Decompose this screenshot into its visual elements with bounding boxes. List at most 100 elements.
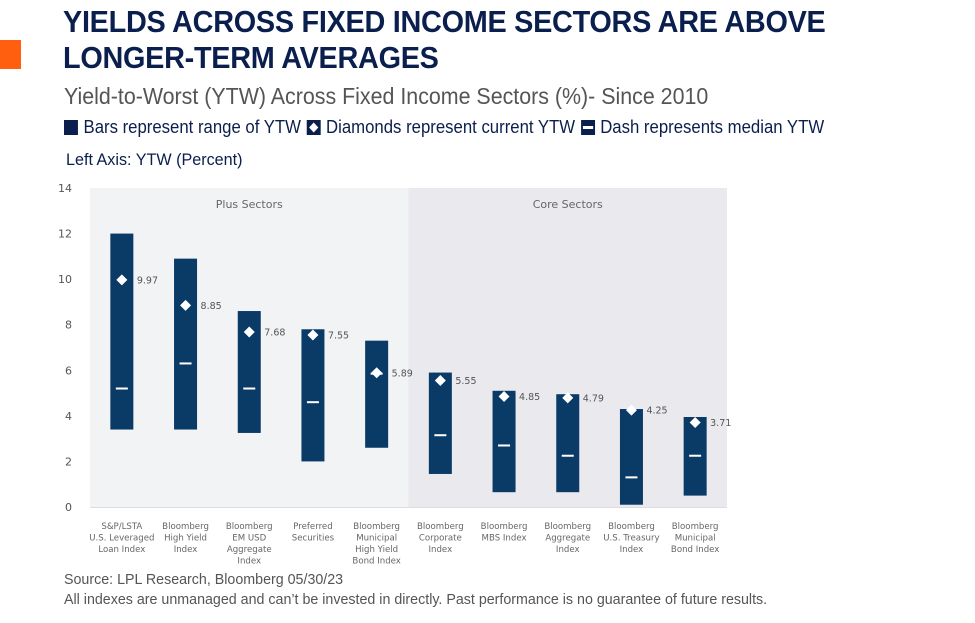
y-tick-label: 4	[65, 410, 72, 423]
dash-icon	[580, 120, 595, 135]
category-label: Bloomberg High Yield Index	[162, 522, 209, 555]
category-label-line: Bloomberg	[608, 522, 655, 532]
category-label-line: Bloomberg	[481, 522, 528, 532]
legend-item-current: Diamonds represent current YTW	[306, 117, 576, 138]
current-value-label: 9.97	[137, 275, 158, 286]
category-label-line: Aggregate	[545, 534, 590, 544]
legend-item-range: Bars represent range of YTW	[64, 117, 301, 138]
category-label-line: S&P/LSTA	[101, 522, 142, 532]
category-label-line: Aggregate	[227, 545, 272, 555]
current-diamond	[562, 392, 574, 404]
category-label-line: Securities	[292, 534, 335, 544]
diamond-icon	[306, 120, 321, 135]
title-line-1: YIELDS ACROSS FIXED INCOME SECTORS ARE A…	[63, 4, 826, 39]
y-tick-label: 0	[65, 501, 72, 514]
median-dash	[434, 434, 447, 437]
range-bar	[492, 390, 516, 493]
current-diamond	[434, 375, 446, 387]
legend-label-current: Diamonds represent current YTW	[326, 117, 576, 137]
current-value-label: 8.85	[201, 301, 222, 312]
y-tick-label: 2	[65, 455, 72, 468]
category-label-line: Bloomberg	[417, 522, 464, 532]
range-bar	[619, 409, 643, 505]
category-label: Bloomberg MBS Index	[481, 522, 528, 544]
category-label-line: Bond Index	[352, 557, 400, 567]
category-label-line: Loan Index	[98, 545, 145, 555]
category-label-line: Bond Index	[671, 545, 719, 555]
current-value-label: 5.55	[455, 376, 476, 387]
category-label-line: Municipal	[356, 534, 397, 544]
median-dash	[306, 401, 319, 404]
category-label: Bloomberg U.S. Treasury Index	[603, 522, 659, 555]
category-label-line: EM USD	[232, 534, 266, 544]
category-label: Bloomberg EM USD Aggregate Index	[226, 522, 273, 567]
category-label-line: Bloomberg	[353, 522, 400, 532]
category-label-line: Bloomberg	[226, 522, 273, 532]
category-label-line: Index	[237, 557, 261, 567]
category-label: Bloomberg Corporate Index	[417, 522, 464, 555]
legend: Bars represent range of YTW Diamonds rep…	[64, 117, 830, 138]
disclaimer: All indexes are unmanaged and can’t be i…	[64, 591, 768, 608]
page-title: YIELDS ACROSS FIXED INCOME SECTORS ARE A…	[63, 4, 826, 76]
category-label-line: Index	[620, 545, 644, 555]
category-label-line: Corporate	[419, 534, 462, 544]
y-tick-label: 10	[58, 273, 72, 286]
category-label: S&P/LSTA U.S. Leveraged Loan Index	[89, 522, 154, 555]
range-chart: Plus Sectors Core Sectors 0 2 4 6 8 10 12 14 9.9…	[58, 182, 731, 567]
y-tick-label: 14	[58, 182, 72, 195]
current-diamond	[116, 274, 128, 286]
category-label: Bloomberg Municipal Bond Index	[671, 522, 719, 555]
chart-subtitle: Yield-to-Worst (YTW) Across Fixed Income…	[64, 83, 709, 109]
median-dash	[561, 454, 574, 457]
current-value-label: 4.79	[583, 393, 604, 404]
y-tick-label: 12	[58, 228, 72, 241]
median-dash	[115, 387, 128, 390]
current-value-label: 5.89	[392, 368, 413, 379]
current-diamond	[180, 299, 192, 311]
orange-accent-block	[0, 40, 21, 69]
range-bar	[556, 394, 580, 493]
current-diamond	[498, 390, 510, 402]
category-label: Preferred Securities	[292, 522, 335, 544]
category-label-line: Bloomberg	[544, 522, 591, 532]
median-dash	[179, 362, 192, 365]
legend-item-median: Dash represents median YTW	[580, 117, 825, 138]
current-value-label: 4.85	[519, 392, 540, 403]
y-tick-label: 8	[65, 319, 72, 332]
range-bar	[365, 340, 389, 448]
axis-note: Left Axis: YTW (Percent)	[66, 150, 243, 169]
range-bar	[237, 311, 261, 433]
current-value-label: 7.55	[328, 330, 349, 341]
current-value-label: 3.71	[710, 418, 731, 429]
category-label-line: Municipal	[675, 534, 716, 544]
current-diamond	[625, 404, 637, 416]
category-label-line: U.S. Leveraged	[89, 534, 154, 544]
category-label-line: Index	[556, 545, 580, 555]
y-tick-label: 6	[65, 364, 72, 377]
range-bar	[174, 258, 198, 430]
category-label-line: Bloomberg	[672, 522, 719, 532]
category-label-line: High Yield	[164, 534, 207, 544]
category-label-line: Bloomberg	[162, 522, 209, 532]
category-label: Bloomberg Municipal High Yield Bond Index	[352, 522, 400, 567]
source-note: Source: LPL Research, Bloomberg 05/30/23	[64, 571, 344, 588]
legend-label-range: Bars represent range of YTW	[83, 117, 301, 137]
current-diamond	[689, 416, 701, 428]
median-dash	[498, 444, 511, 447]
category-label-line: Index	[174, 545, 198, 555]
median-dash	[689, 454, 702, 457]
current-value-label: 4.25	[646, 406, 667, 417]
current-diamond	[307, 329, 319, 341]
filled-square-icon	[64, 120, 78, 135]
current-diamond	[371, 367, 383, 379]
panel-label: Core Sectors	[533, 198, 603, 211]
category-label: Bloomberg Aggregate Index	[544, 522, 591, 555]
range-bar	[428, 372, 452, 474]
title-line-2: LONGER-TERM AVERAGES	[63, 40, 439, 75]
median-dash	[243, 387, 256, 390]
category-label-line: Preferred	[293, 522, 332, 532]
legend-label-median: Dash represents median YTW	[600, 117, 825, 137]
median-dash	[625, 476, 638, 479]
category-label-line: Index	[429, 545, 453, 555]
panel-label: Plus Sectors	[216, 198, 283, 211]
